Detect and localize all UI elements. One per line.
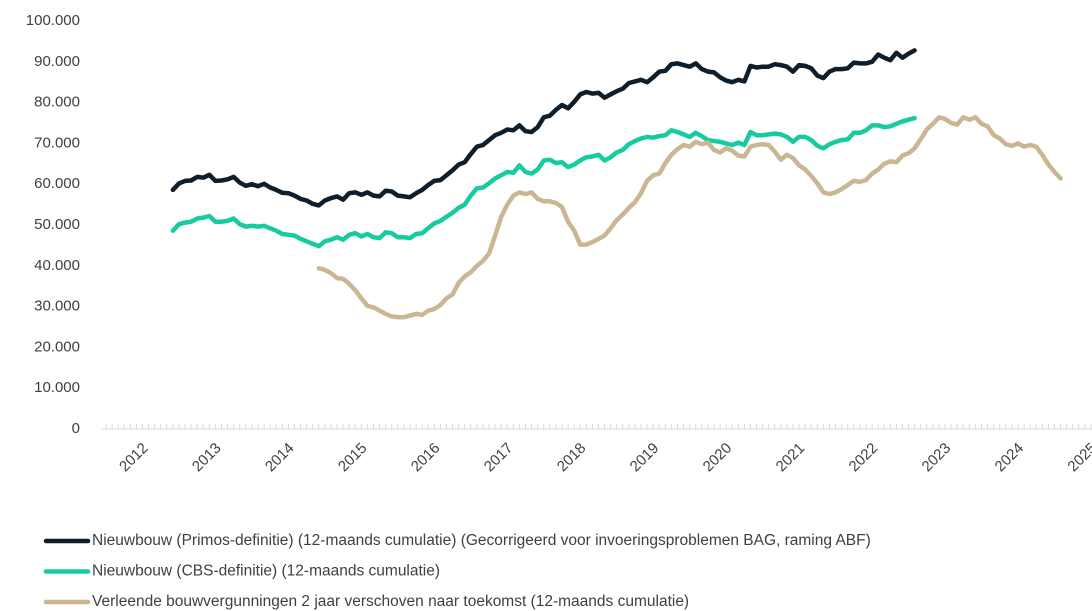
x-tick-label: 2022	[846, 440, 882, 476]
y-tick-label: 10.000	[34, 379, 80, 396]
series-line	[316, 115, 1063, 320]
y-tick-label: 0	[72, 420, 80, 437]
x-tick-label: 2024	[992, 440, 1028, 476]
x-tick-label: 2012	[116, 440, 152, 476]
x-tick-label: 2021	[773, 440, 809, 476]
x-tick-label: 2017	[481, 440, 517, 476]
series-line	[170, 115, 917, 249]
x-tick-label: 2016	[408, 440, 444, 476]
y-tick-label: 30.000	[34, 298, 80, 315]
x-tick-label: 2013	[189, 440, 225, 476]
x-tick-label: 2015	[335, 440, 371, 476]
legend-label: Verleende bouwvergunningen 2 jaar versch…	[92, 593, 689, 610]
legend-label: Nieuwbouw (Primos-definitie) (12-maands …	[92, 532, 871, 549]
y-tick-label: 20.000	[34, 338, 80, 355]
x-tick-label: 2025	[1064, 440, 1092, 476]
series-line	[170, 48, 917, 208]
y-tick-label: 100.000	[26, 12, 80, 29]
legend: Nieuwbouw (Primos-definitie) (12-maands …	[43, 532, 871, 610]
x-tick-label: 2020	[700, 440, 736, 476]
y-tick-label: 60.000	[34, 175, 80, 192]
y-tick-label: 90.000	[34, 53, 80, 70]
x-tick-label: 2014	[262, 440, 298, 476]
legend-label: Nieuwbouw (CBS-definitie) (12-maands cum…	[92, 563, 440, 580]
x-tick-label: 2018	[554, 440, 590, 476]
x-tick-label: 2019	[627, 440, 663, 476]
y-tick-label: 80.000	[34, 94, 80, 111]
x-tick-label: 2023	[919, 440, 955, 476]
y-tick-label: 70.000	[34, 134, 80, 151]
y-tick-label: 50.000	[34, 216, 80, 233]
y-tick-label: 40.000	[34, 257, 80, 274]
